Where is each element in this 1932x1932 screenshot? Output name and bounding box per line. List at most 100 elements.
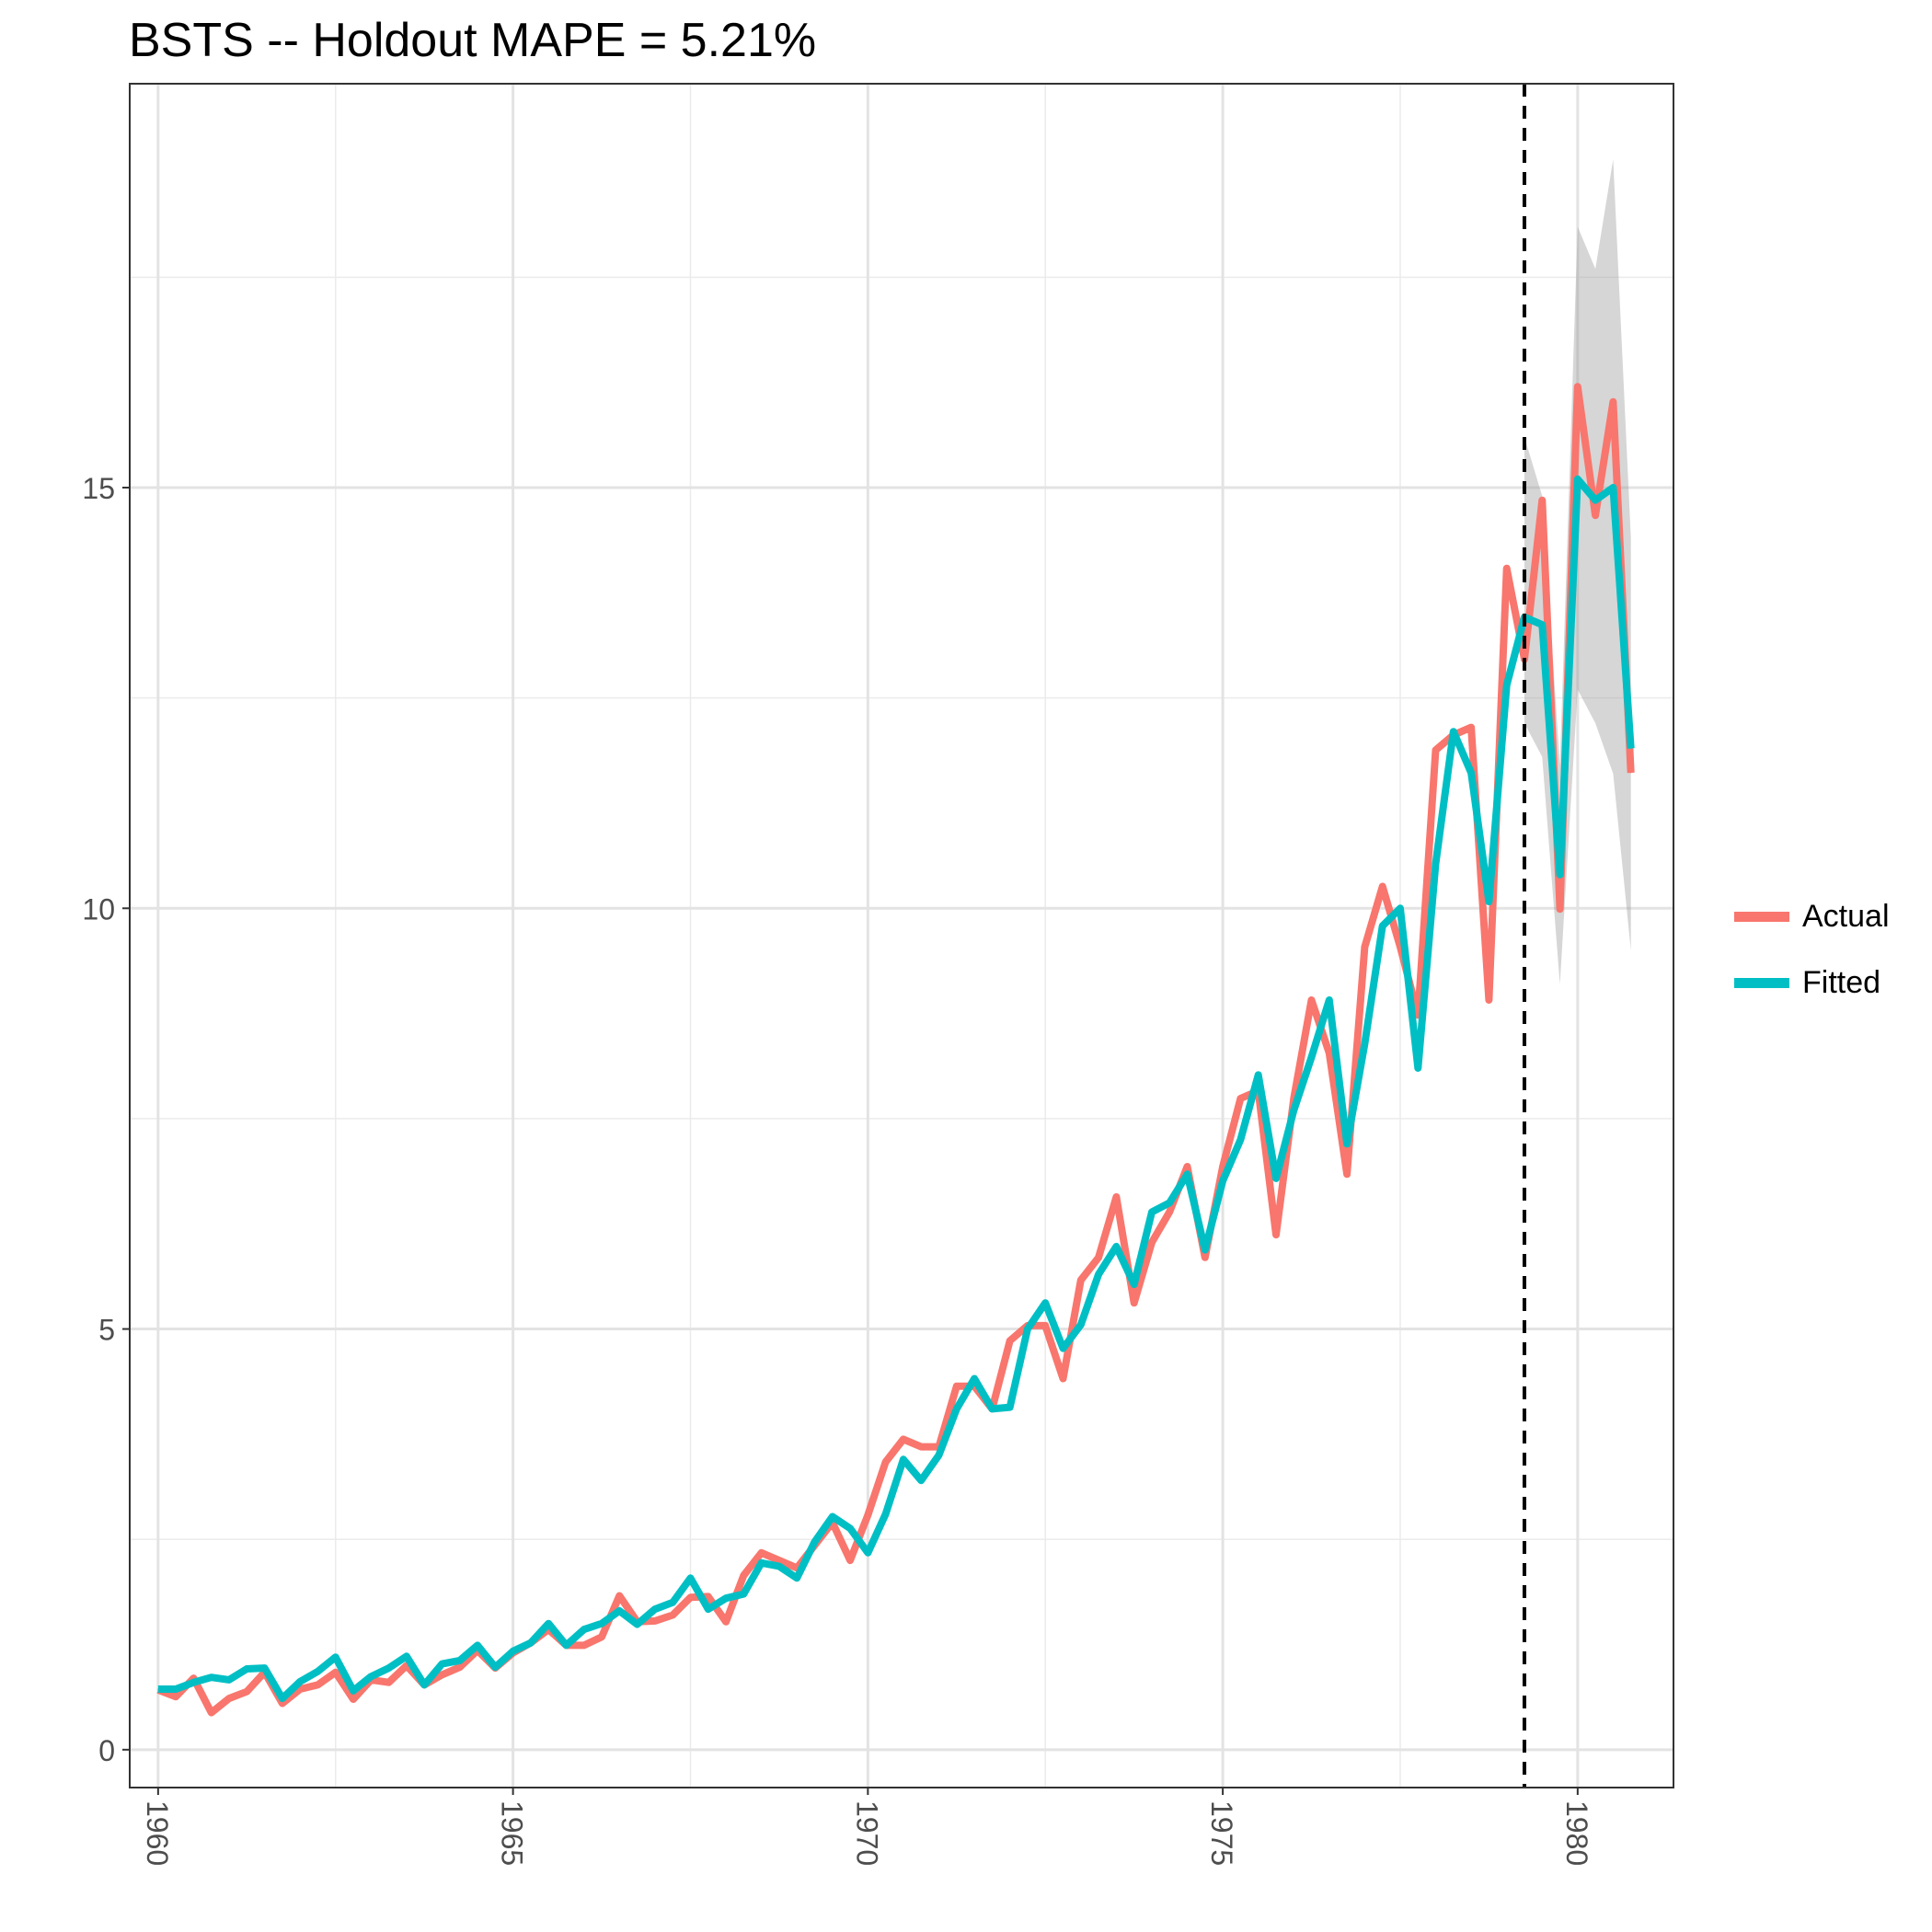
data-point-fitted	[352, 1690, 354, 1692]
data-point-fitted	[832, 1516, 834, 1518]
data-point-actual	[761, 1552, 763, 1554]
data-point-fitted	[211, 1676, 213, 1678]
y-tick-label: 15	[82, 472, 115, 505]
x-tick-label: 1970	[850, 1800, 883, 1866]
data-point-actual	[1115, 1196, 1117, 1198]
data-point-fitted	[796, 1577, 798, 1579]
data-point-fitted	[477, 1644, 478, 1646]
data-point-fitted	[1363, 1043, 1365, 1045]
data-point-actual	[654, 1620, 656, 1622]
y-tick-label: 10	[82, 892, 115, 926]
data-point-actual	[1399, 946, 1401, 948]
data-point-fitted	[1577, 478, 1579, 480]
legend-item-actual: Actual	[1734, 883, 1890, 949]
data-point-actual	[1151, 1241, 1153, 1243]
data-point-fitted	[1399, 907, 1401, 909]
data-point-actual	[1577, 385, 1579, 387]
legend-label-fitted: Fitted	[1802, 964, 1881, 1000]
data-point-fitted	[512, 1650, 514, 1652]
data-point-fitted	[228, 1679, 230, 1681]
data-point-fitted	[1063, 1348, 1064, 1350]
data-point-actual	[1470, 727, 1472, 729]
data-point-fitted	[1027, 1328, 1029, 1330]
data-point-actual	[601, 1636, 603, 1638]
data-point-fitted	[1204, 1249, 1206, 1251]
data-point-actual	[228, 1697, 230, 1699]
legend: Actual Fitted	[1734, 883, 1890, 1016]
data-point-actual	[1009, 1340, 1011, 1341]
data-point-fitted	[637, 1624, 638, 1626]
data-point-actual	[1275, 1234, 1277, 1236]
data-point-actual	[1063, 1378, 1064, 1380]
data-point-fitted	[1417, 1067, 1419, 1069]
y-tick-label: 5	[98, 1314, 115, 1347]
x-tick-label: 1960	[141, 1800, 174, 1866]
data-point-fitted	[1168, 1202, 1170, 1203]
data-point-fitted	[1275, 1178, 1277, 1179]
data-point-fitted	[742, 1593, 744, 1595]
data-point-fitted	[1115, 1246, 1117, 1248]
data-point-fitted	[264, 1667, 266, 1669]
data-point-actual	[1594, 514, 1596, 516]
data-point-fitted	[494, 1666, 496, 1668]
data-point-fitted	[849, 1527, 851, 1529]
legend-key-actual	[1734, 911, 1789, 922]
data-point-actual	[885, 1461, 887, 1463]
data-point-actual	[335, 1672, 337, 1673]
data-point-actual	[778, 1559, 780, 1561]
data-point-fitted	[406, 1655, 408, 1657]
data-point-fitted	[1453, 730, 1455, 732]
data-point-actual	[689, 1596, 691, 1598]
data-point-fitted	[1328, 999, 1330, 1001]
data-point-fitted	[973, 1378, 975, 1380]
data-point-fitted	[654, 1608, 656, 1610]
data-point-fitted	[920, 1479, 922, 1481]
data-point-fitted	[601, 1623, 603, 1625]
legend-key-fitted	[1734, 977, 1789, 988]
data-point-actual	[1559, 908, 1561, 910]
data-point-fitted	[1133, 1283, 1135, 1285]
data-point-fitted	[707, 1608, 709, 1610]
axes: 0 5 10 15 1960 1965 1970 1975 1980	[82, 472, 1593, 1866]
data-point-fitted	[761, 1562, 763, 1564]
data-point-fitted	[388, 1667, 390, 1669]
data-point-actual	[1044, 1325, 1046, 1327]
data-point-actual	[1417, 1014, 1419, 1016]
x-tick-label: 1980	[1560, 1800, 1593, 1866]
data-point-fitted	[459, 1660, 461, 1662]
data-point-actual	[441, 1673, 443, 1675]
data-point-fitted	[530, 1642, 532, 1644]
data-point-actual	[849, 1559, 851, 1561]
data-point-fitted	[565, 1644, 567, 1646]
data-point-fitted	[1080, 1324, 1082, 1326]
data-point-actual	[211, 1712, 213, 1714]
data-point-fitted	[1187, 1173, 1189, 1175]
data-point-actual	[742, 1575, 744, 1577]
data-point-actual	[388, 1682, 390, 1684]
series-line-fitted	[157, 475, 1635, 1703]
data-point-actual	[583, 1644, 585, 1646]
data-point-fitted	[689, 1577, 691, 1579]
data-point-fitted	[813, 1541, 815, 1543]
data-point-actual	[1612, 401, 1614, 403]
data-point-fitted	[1222, 1180, 1224, 1182]
data-point-fitted	[175, 1688, 177, 1690]
data-point-actual	[1204, 1257, 1206, 1259]
data-point-actual	[1311, 999, 1313, 1001]
chart-title: BSTS -- Holdout MAPE = 5.21%	[129, 14, 817, 67]
data-point-fitted	[1009, 1407, 1011, 1409]
data-point-actual	[352, 1698, 354, 1700]
data-point-actual	[192, 1677, 194, 1679]
data-point-actual	[1098, 1257, 1099, 1259]
data-point-actual	[1346, 1173, 1348, 1175]
data-point-fitted	[1559, 874, 1561, 876]
data-point-fitted	[441, 1663, 443, 1665]
legend-item-fitted: Fitted	[1734, 949, 1890, 1016]
data-point-actual	[1382, 885, 1384, 887]
data-point-fitted	[299, 1681, 301, 1683]
data-point-actual	[618, 1594, 620, 1596]
data-point-actual	[1168, 1211, 1170, 1213]
panel-border	[129, 83, 1674, 1788]
data-point-actual	[1363, 946, 1365, 948]
